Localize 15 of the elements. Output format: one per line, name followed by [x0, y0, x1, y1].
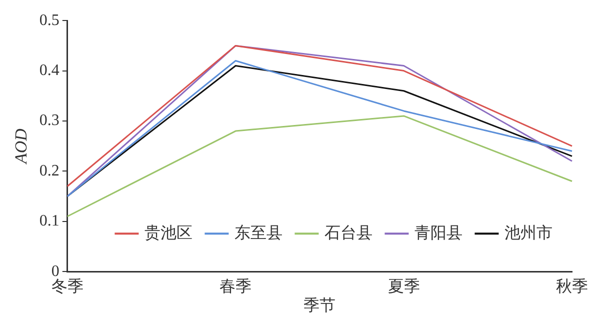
x-tick-label: 夏季: [388, 276, 420, 296]
y-axis-title: AOD: [12, 128, 31, 165]
legend-label: 东至县: [234, 222, 283, 242]
legend-label: 青阳县: [414, 222, 463, 242]
y-tick-label: 0.2: [39, 162, 60, 180]
legend-label: 石台县: [324, 222, 373, 242]
x-tick-label: 春季: [220, 276, 252, 296]
y-tick-label: 0.4: [39, 62, 60, 80]
y-tick-label: 0.1: [39, 212, 60, 230]
legend-label: 池州市: [504, 222, 553, 242]
y-tick-label: 0.5: [39, 12, 60, 29]
x-tick-label: 秋季: [556, 276, 588, 296]
legend-label: 贵池区: [144, 222, 193, 242]
y-tick-label: 0.3: [39, 112, 60, 130]
x-axis-title: 季节: [304, 296, 336, 315]
